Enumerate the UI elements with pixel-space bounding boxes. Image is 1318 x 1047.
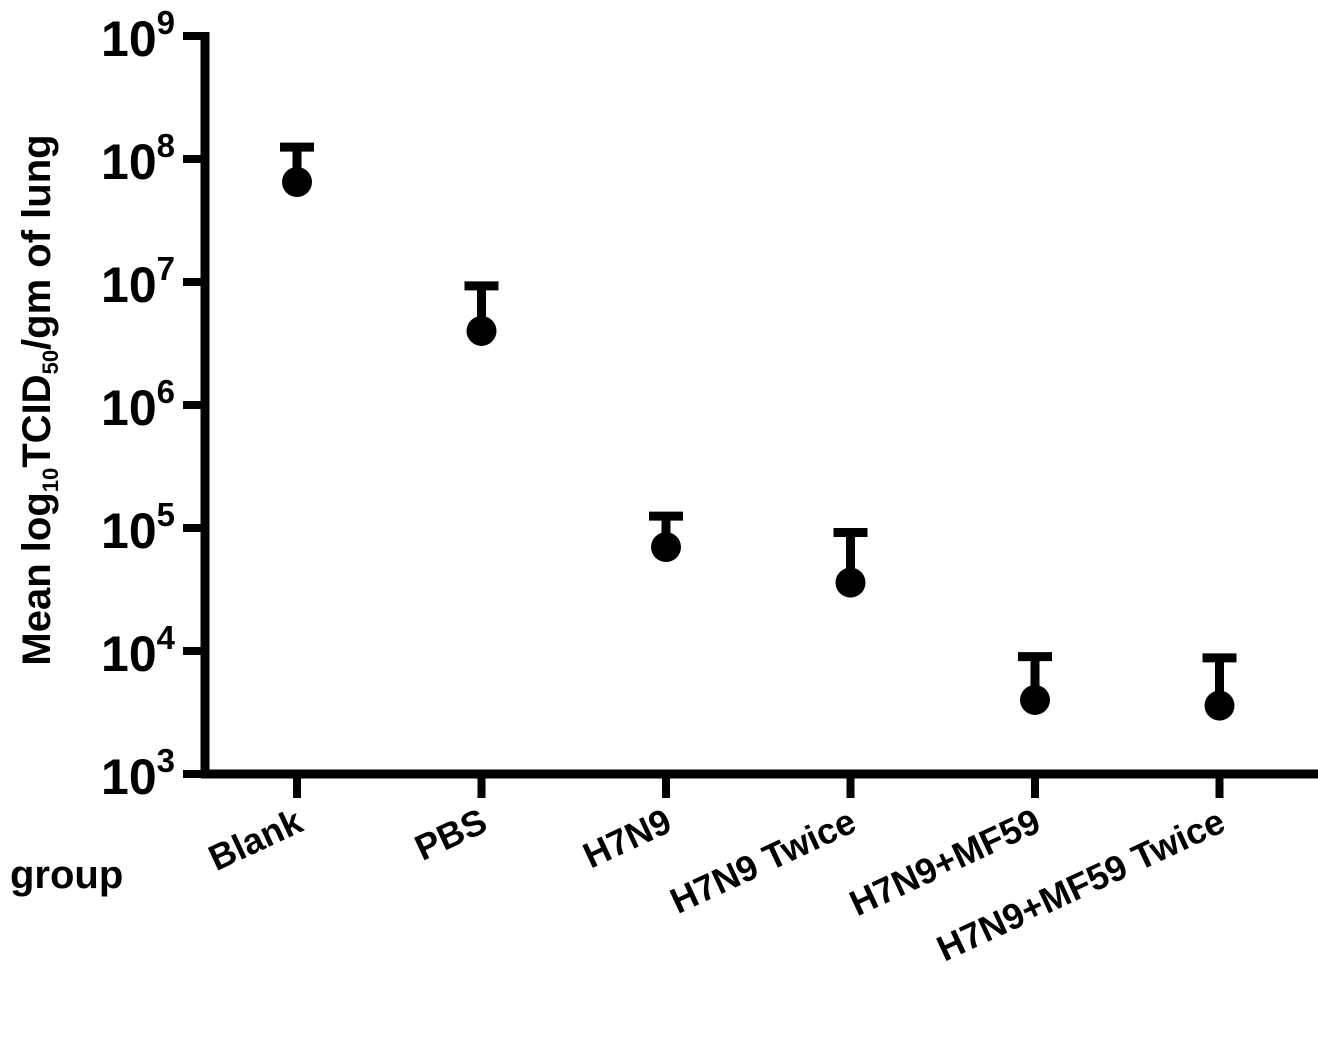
y-tick-exp-1: 4 [157, 619, 176, 656]
y-axis-label-sub2: 50 [38, 350, 63, 374]
data-point-2 [651, 532, 681, 563]
data-point-4 [1020, 684, 1050, 715]
data-point-3 [835, 567, 866, 598]
y-axis-label-middle: TCID [15, 374, 59, 467]
y-tick-label-6: 109 [101, 4, 175, 67]
x-tick-label-1: PBS [408, 800, 492, 868]
y-tick-exp-3: 6 [157, 373, 175, 410]
data-points [280, 142, 1237, 721]
y-tick-label-3: 106 [101, 373, 175, 436]
y-tick-base-3: 10 [101, 380, 157, 436]
y-tick-base-1: 10 [101, 626, 157, 682]
x-tick-label-0: Blank [202, 800, 309, 879]
x-tick-label-3: H7N9 Twice [664, 800, 862, 921]
y-tick-label-4: 107 [101, 250, 175, 313]
y-tick-exp-5: 8 [157, 127, 175, 164]
x-tick-label-2: H7N9 [577, 800, 678, 876]
y-axis-label-prefix: Mean log [15, 492, 59, 665]
y-axis-label: Mean log10TCID50/gm of lung [15, 134, 63, 665]
y-axis-label-suffix: /gm of lung [15, 134, 59, 350]
y-tick-exp-2: 5 [157, 496, 175, 533]
y-tick-base-4: 10 [101, 257, 157, 313]
y-tick-base-2: 10 [101, 503, 157, 559]
y-tick-exp-0: 3 [157, 742, 175, 779]
x-axis-label: group [10, 853, 123, 897]
y-tick-label-5: 108 [101, 127, 175, 190]
data-point-0 [282, 167, 312, 198]
y-tick-base-5: 10 [101, 134, 157, 190]
data-point-5 [1204, 690, 1235, 721]
axes [200, 32, 1318, 779]
y-tick-exp-6: 9 [157, 4, 175, 41]
y-tick-label-1: 104 [101, 619, 176, 682]
y-tick-label-0: 103 [101, 742, 175, 805]
y-tick-base-0: 10 [101, 749, 157, 805]
y-axis-label-sub1: 10 [38, 468, 63, 492]
y-tick-label-2: 105 [101, 496, 175, 559]
data-point-1 [466, 315, 497, 346]
y-tick-exp-4: 7 [157, 250, 175, 287]
y-tick-base-6: 10 [101, 11, 157, 67]
